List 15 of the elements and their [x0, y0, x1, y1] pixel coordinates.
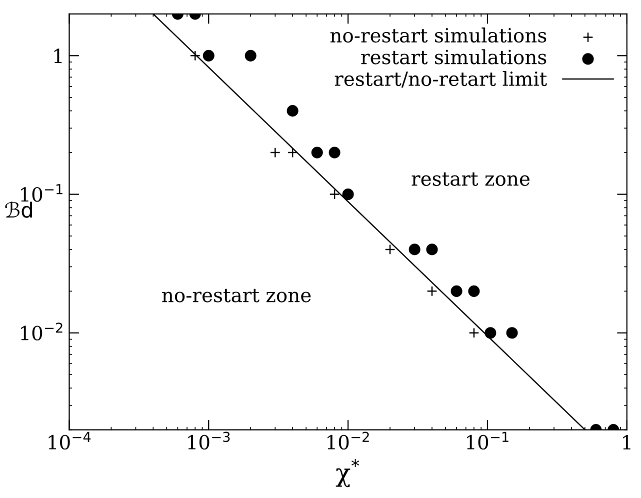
y-tick-label: 1: [54, 48, 62, 64]
x-tick-label: 10$^{−3}$: [188, 432, 230, 450]
legend-label: restart/no-retart limit: [334, 71, 548, 88]
x-tick-label: 10$^{−4}$: [48, 432, 91, 450]
y-axis-title: ℬd: [5, 201, 32, 218]
x-tick-label: 1: [623, 434, 630, 450]
y-tick-label: 10$^{−2}$: [21, 322, 62, 340]
x-axis-title: χ$^{*}$: [336, 459, 360, 488]
legend-label: restart simulations: [361, 49, 546, 64]
x-tick-label: 10$^{−1}$: [467, 432, 508, 450]
annotation: no-restart zone: [162, 288, 311, 302]
x-tick-label: 10$^{−2}$: [328, 432, 369, 450]
y-tick-label: 10$^{−1}$: [21, 184, 62, 202]
legend-label: no-restart simulations: [330, 28, 546, 43]
annotation: restart zone: [412, 172, 530, 186]
